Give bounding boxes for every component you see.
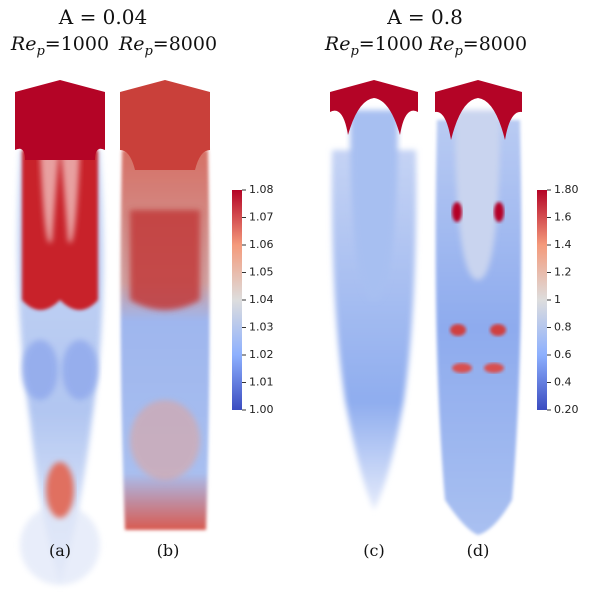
colorbar-tick-label: 1.4 <box>554 238 572 251</box>
re-value: =1000 <box>359 33 423 55</box>
colorbar-tick-label: 1 <box>554 293 561 306</box>
re-value: =8000 <box>463 33 527 55</box>
colorbar <box>537 190 547 410</box>
colorbar-tick-label: 1.06 <box>249 238 274 251</box>
re-symbol: Re <box>324 33 351 55</box>
group-title: A = 0.04 <box>58 5 147 29</box>
reynolds-label: Rep=8000 <box>118 33 217 59</box>
colorbar-tick-label: 1.08 <box>249 183 274 196</box>
colorbar-tick-label: 1.07 <box>249 211 274 224</box>
panel-d <box>435 80 522 535</box>
re-symbol: Re <box>428 33 455 55</box>
colorbar-tick-label: 0.4 <box>554 376 572 389</box>
re-symbol: Re <box>10 33 37 55</box>
colorbar-tick-label: 0.20 <box>554 403 579 416</box>
re-value: =8000 <box>153 33 217 55</box>
reynolds-label: Rep=1000 <box>324 33 423 59</box>
reynolds-label: Rep=1000 <box>10 33 109 59</box>
colorbar-tick-label: 0.8 <box>554 321 572 334</box>
re-value: =1000 <box>45 33 109 55</box>
colorbar-tick-label: 1.6 <box>554 211 572 224</box>
colorbar-tick-label: 1.80 <box>554 183 579 196</box>
colorbar <box>232 190 242 410</box>
colorbar-tick-label: 1.2 <box>554 266 572 279</box>
group-title: A = 0.8 <box>386 5 463 29</box>
panel-label: (b) <box>157 541 180 560</box>
colorbar-tick-label: 1.02 <box>249 348 274 361</box>
colorbar-tick-label: 1.01 <box>249 376 274 389</box>
colorbar-tick-label: 1.00 <box>249 403 274 416</box>
colorbar-tick-label: 1.04 <box>249 293 274 306</box>
reynolds-label: Rep=8000 <box>428 33 527 59</box>
re-symbol: Re <box>118 33 145 55</box>
colorbar-tick-label: 1.05 <box>249 266 274 279</box>
figure: A = 0.04 A = 0.8 Rep=1000 (a) Rep=8000 (b) 1… <box>0 0 596 592</box>
panel-label: (a) <box>49 541 71 560</box>
panel-b <box>120 80 210 530</box>
panel-label: (d) <box>467 541 490 560</box>
panel-c <box>330 80 418 510</box>
colorbar-tick-label: 1.03 <box>249 321 274 334</box>
panel-label: (c) <box>363 541 384 560</box>
panel-a <box>15 80 105 585</box>
colorbar-tick-label: 0.6 <box>554 348 572 361</box>
